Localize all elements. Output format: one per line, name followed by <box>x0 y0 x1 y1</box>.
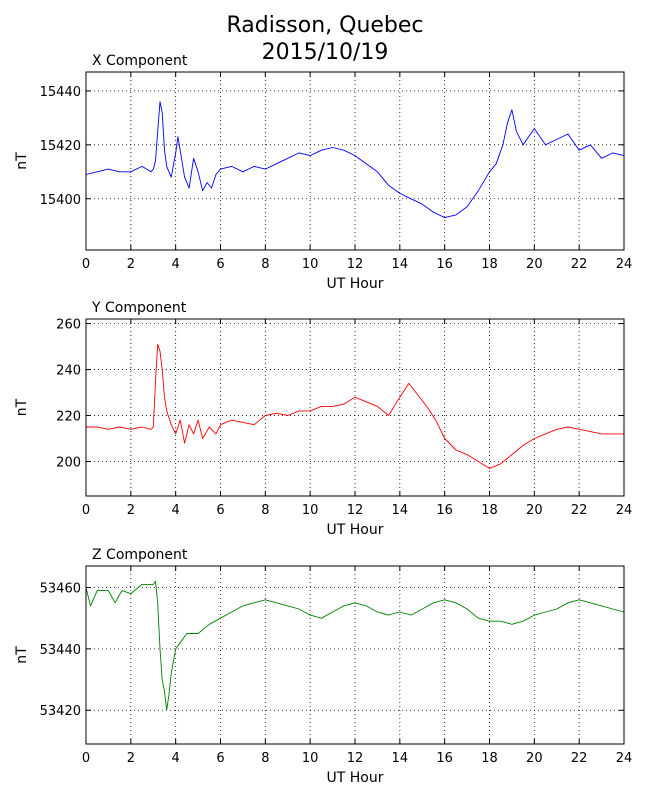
y-x-tick-label: 2 <box>127 503 135 518</box>
z-x-tick-label: 16 <box>436 751 453 766</box>
z-y-tick-label: 53420 <box>40 704 81 719</box>
x-x-tick-label: 2 <box>127 257 135 272</box>
x-x-tick-label: 14 <box>392 257 409 272</box>
y-x-tick-label: 20 <box>526 503 543 518</box>
y-x-tick-label: 16 <box>436 503 453 518</box>
y-x-tick-label: 8 <box>261 503 269 518</box>
chart-title-line2: 2015/10/19 <box>261 40 389 65</box>
y-component-series-line <box>86 343 624 469</box>
z-x-tick-label: 2 <box>127 751 135 766</box>
x-x-tick-label: 0 <box>82 257 90 272</box>
x-x-axis-label: UT Hour <box>327 276 384 292</box>
y-x-tick-label: 4 <box>172 503 180 518</box>
y-y-tick-label: 260 <box>56 318 81 333</box>
x-x-tick-label: 16 <box>436 257 453 272</box>
x-x-tick-label: 12 <box>347 257 364 272</box>
x-y-axis-label: nT <box>14 152 30 170</box>
z-x-tick-label: 10 <box>302 751 319 766</box>
y-component-title: Y Component <box>91 300 187 316</box>
z-y-axis-label: nT <box>14 646 30 664</box>
y-y-tick-label: 240 <box>56 364 81 379</box>
y-x-tick-label: 6 <box>216 503 224 518</box>
z-x-tick-label: 18 <box>481 751 498 766</box>
y-x-tick-label: 14 <box>392 503 409 518</box>
y-x-tick-label: 12 <box>347 503 364 518</box>
y-x-tick-label: 10 <box>302 503 319 518</box>
x-component-series-line <box>85 101 625 219</box>
y-y-tick-label: 220 <box>56 410 81 425</box>
y-x-tick-label: 0 <box>82 503 90 518</box>
x-y-tick-label: 15420 <box>40 139 81 154</box>
x-y-tick-label: 15400 <box>40 193 81 208</box>
z-x-tick-label: 14 <box>392 751 409 766</box>
x-x-tick-label: 6 <box>216 257 224 272</box>
z-component-title: Z Component <box>92 547 188 563</box>
x-x-tick-label: 10 <box>302 257 319 272</box>
z-y-tick-label: 53440 <box>40 643 81 658</box>
x-x-tick-label: 18 <box>481 257 498 272</box>
z-x-tick-label: 6 <box>216 751 224 766</box>
x-component-title: X Component <box>92 53 188 69</box>
z-y-tick-label: 53460 <box>40 581 81 596</box>
x-x-tick-label: 20 <box>526 257 543 272</box>
x-x-tick-label: 24 <box>616 257 633 272</box>
y-x-tick-label: 18 <box>481 503 498 518</box>
x-x-tick-label: 4 <box>172 257 180 272</box>
y-x-tick-label: 24 <box>616 503 633 518</box>
z-x-tick-label: 8 <box>261 751 269 766</box>
x-x-tick-label: 8 <box>261 257 269 272</box>
z-x-tick-label: 4 <box>172 751 180 766</box>
x-x-tick-label: 22 <box>571 257 588 272</box>
z-x-tick-label: 20 <box>526 751 543 766</box>
y-x-axis-label: UT Hour <box>327 522 384 538</box>
x-y-tick-label: 15440 <box>40 85 81 100</box>
z-x-tick-label: 12 <box>347 751 364 766</box>
y-y-axis-label: nT <box>14 398 30 416</box>
chart-title-line1: Radisson, Quebec <box>226 13 424 38</box>
z-x-tick-label: 24 <box>616 751 633 766</box>
z-x-axis-label: UT Hour <box>327 770 384 786</box>
y-y-tick-label: 200 <box>56 456 81 471</box>
z-component-series-line <box>85 580 625 711</box>
y-x-tick-label: 22 <box>571 503 588 518</box>
z-x-tick-label: 0 <box>82 751 90 766</box>
z-x-tick-label: 22 <box>571 751 588 766</box>
